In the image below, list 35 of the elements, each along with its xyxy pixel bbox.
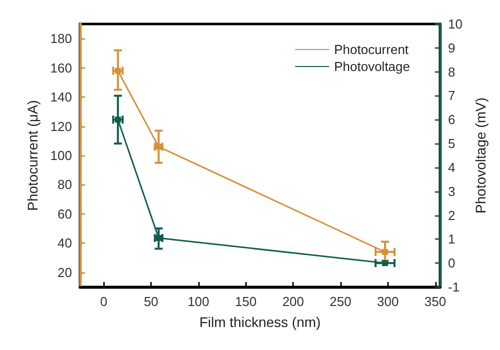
- x-tick-label: 100: [188, 294, 210, 309]
- x-tick-label: 0: [100, 294, 108, 309]
- y2-tick-label: 1: [448, 232, 456, 247]
- x-tick-label: 50: [144, 294, 158, 309]
- point: [382, 248, 388, 255]
- y2-tick-label: -1: [448, 280, 460, 294]
- y2-tick-label: 7: [448, 88, 456, 104]
- y2-tick-label: 9: [448, 40, 456, 56]
- legend-label: Photocurrent: [334, 42, 409, 57]
- legend-label: Photovoltage: [334, 59, 410, 74]
- y2-tick-label: 5: [448, 136, 456, 152]
- y2-tick-label: 2: [448, 208, 456, 223]
- x-tick-label: 350: [424, 294, 446, 309]
- y2-tick-label: 0: [448, 256, 456, 271]
- y-tick-label: 140: [50, 90, 72, 105]
- y2-axis-title: Photovoltage (mV): [472, 98, 488, 214]
- y2-tick-label: 6: [448, 112, 456, 128]
- y-tick-label: 100: [50, 148, 72, 163]
- y2-tick-label: 10: [448, 16, 462, 32]
- y-tick-label: 40: [58, 236, 72, 251]
- x-tick-label: 300: [377, 294, 399, 309]
- y-tick-label: 180: [50, 31, 72, 46]
- y-tick-label: 60: [58, 206, 72, 222]
- y-tick-label: 120: [50, 118, 72, 134]
- y-tick-label: 20: [58, 264, 72, 280]
- x-tick-label: 200: [282, 294, 304, 309]
- y-tick-label: 80: [58, 177, 72, 192]
- y2-tick-label: 4: [448, 160, 456, 175]
- x-axis-title: Film thickness (nm): [199, 314, 321, 330]
- x-tick-label: 150: [234, 294, 257, 309]
- y-axis-title: Photocurrent (μA): [24, 100, 40, 211]
- y2-tick-label: 8: [448, 64, 456, 80]
- x-tick-label: 250: [330, 294, 352, 309]
- y2-tick-label: 3: [448, 184, 456, 199]
- y-tick-label: 160: [50, 60, 72, 76]
